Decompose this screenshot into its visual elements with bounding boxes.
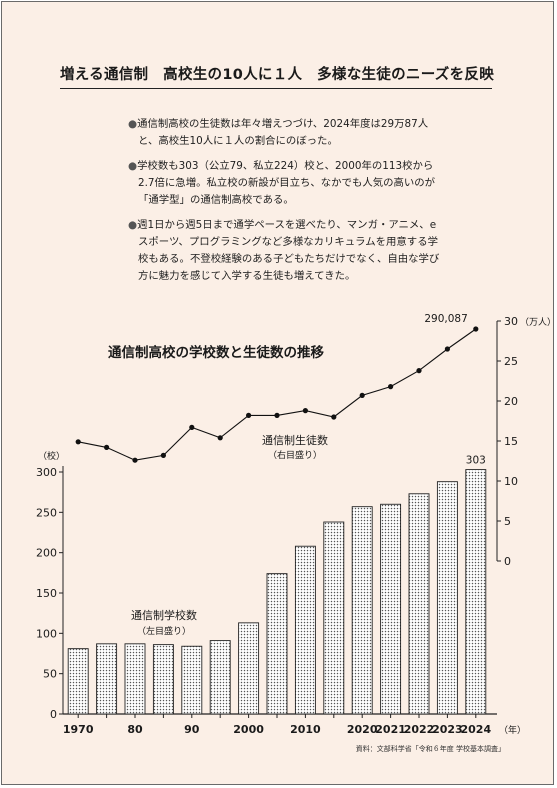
line-point <box>189 424 195 430</box>
x-axis-tick-label: 2024 <box>460 723 491 736</box>
bar <box>380 503 402 715</box>
bullet-item: ●週1日から週5日まで通学ペースを選べたり、マンガ・アニメ、eスポーツ、プログラ… <box>128 217 440 285</box>
bar-series-note: （左目盛り） <box>137 625 191 637</box>
line-point <box>444 346 450 352</box>
right-axis-tick-label: 0 <box>504 555 511 568</box>
left-axis-tick-label: 150 <box>36 587 57 600</box>
line-point <box>246 412 252 418</box>
x-axis-tick-label: 1970 <box>63 723 94 736</box>
x-axis-tick-label: 2000 <box>233 723 264 736</box>
line-series-note: （右目盛り） <box>268 449 322 461</box>
bar <box>96 643 118 715</box>
bullet-text: 学校数も303（公立79、私立224）校と、2000年の113校から2.7倍に急… <box>137 160 436 206</box>
bar <box>436 481 458 715</box>
x-axis-tick-label: 80 <box>127 723 143 736</box>
bullet-marker: ● <box>128 160 138 172</box>
bar-series-label: 通信制学校数 <box>131 608 197 622</box>
bar <box>209 640 231 715</box>
line-point <box>104 444 110 450</box>
bullet-text: 通信制高校の生徒数は年々増えつづけ、2024年度は29万87人と、高校生10人に… <box>137 118 429 147</box>
line-value-label: 290,087 <box>424 313 467 325</box>
bullet-marker: ● <box>128 118 138 130</box>
right-axis-tick-label: 25 <box>504 355 518 368</box>
bar <box>67 648 89 715</box>
chart-title: 通信制高校の学校数と生徒数の推移 <box>108 344 324 361</box>
line-point <box>388 384 394 390</box>
right-axis-tick-label: 15 <box>504 435 518 448</box>
right-axis-tick-label: 5 <box>504 515 511 528</box>
left-axis-unit: （校） <box>38 450 65 462</box>
bar <box>266 573 288 715</box>
left-axis-tick-label: 100 <box>36 627 57 640</box>
bar <box>323 521 345 715</box>
x-axis-tick-label: 2020 <box>347 723 378 736</box>
bullet-list: ●通信制高校の生徒数は年々増えつづけ、2024年度は29万87人と、高校生10人… <box>128 116 440 293</box>
line-point <box>160 452 166 458</box>
x-axis-tick-label: 2022 <box>404 723 435 736</box>
line-point <box>331 414 337 420</box>
bullet-marker: ● <box>128 219 138 231</box>
bar <box>238 622 260 715</box>
line-point <box>132 457 138 463</box>
headline: 増える通信制 高校生の10人に１人 多様な生徒のニーズを反映 <box>59 67 494 83</box>
bar <box>181 645 203 715</box>
x-axis-tick-label: 2010 <box>290 723 321 736</box>
headline-rule <box>60 88 492 89</box>
bar <box>408 493 430 715</box>
bar-value-label: 303 <box>466 455 486 467</box>
line-point <box>274 412 280 418</box>
bar <box>465 469 487 715</box>
left-axis-tick-label: 0 <box>50 708 57 721</box>
x-axis-tick-label: 2021 <box>375 723 406 736</box>
line-point <box>473 326 479 332</box>
line-point <box>217 435 223 441</box>
bar <box>124 643 146 715</box>
x-axis-tick-label: 90 <box>184 723 200 736</box>
line-point <box>416 368 422 374</box>
source-note: 資料：文部科学省「令和６年度 学校基本調査」 <box>355 745 505 753</box>
left-axis-tick-label: 300 <box>36 466 57 479</box>
bullet-text: 週1日から週5日まで通学ペースを選べたり、マンガ・アニメ、eスポーツ、プログラミ… <box>137 219 440 282</box>
right-axis-tick-label: 10 <box>504 475 518 488</box>
right-axis-unit: （万人） <box>520 317 556 328</box>
line-point <box>359 392 365 398</box>
right-axis-tick-label: 30 <box>504 315 518 328</box>
x-axis-unit: （年） <box>499 724 526 736</box>
bar <box>351 506 373 715</box>
bar <box>152 644 174 715</box>
bullet-item: ●学校数も303（公立79、私立224）校と、2000年の113校から2.7倍に… <box>128 158 440 209</box>
line-point <box>75 439 81 445</box>
left-axis-tick-label: 200 <box>36 547 57 560</box>
line-point <box>302 408 308 414</box>
x-axis-tick-label: 2023 <box>432 723 463 736</box>
bar <box>294 545 316 715</box>
line-series-label: 通信制生徒数 <box>262 433 328 447</box>
bullet-item: ●通信制高校の生徒数は年々増えつづけ、2024年度は29万87人と、高校生10人… <box>128 116 440 150</box>
right-axis-tick-label: 20 <box>504 395 518 408</box>
left-axis-tick-label: 250 <box>36 506 57 519</box>
left-axis-tick-label: 50 <box>43 668 57 681</box>
